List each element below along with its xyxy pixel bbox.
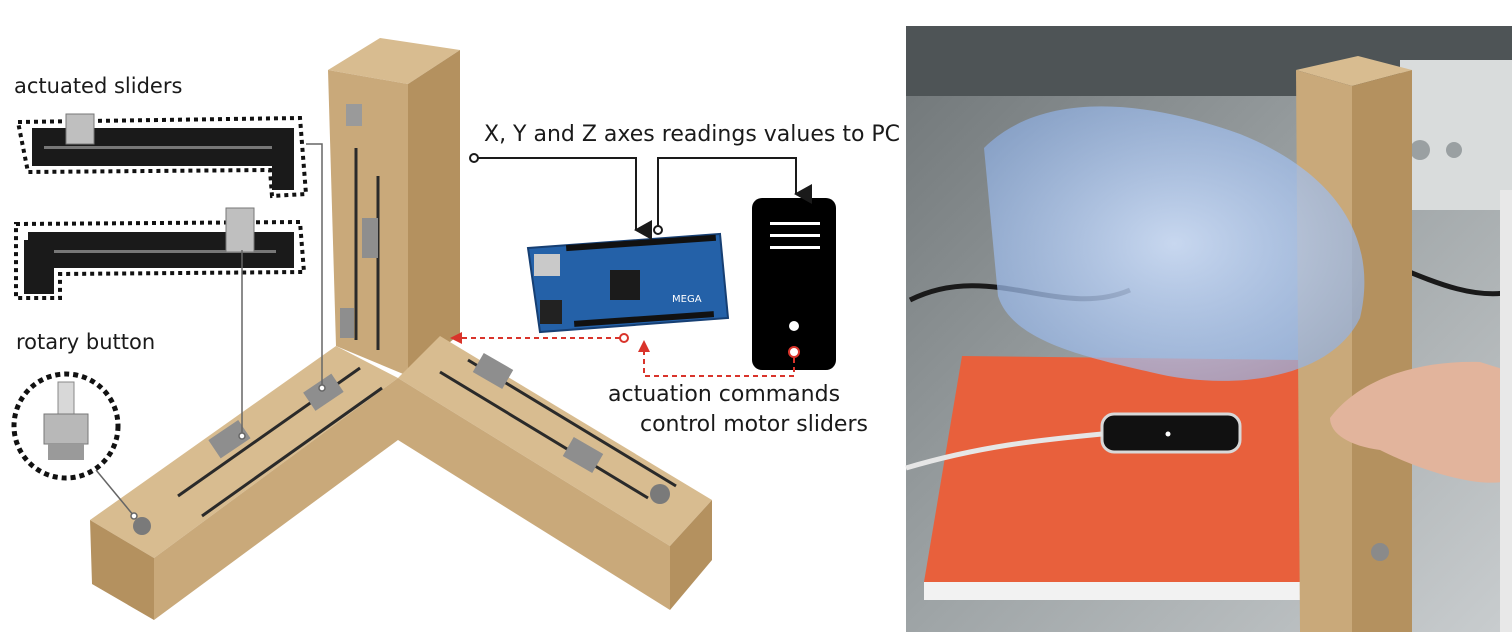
board-brand-text: MEGA — [672, 294, 702, 305]
control-motor-sliders-label: control motor sliders — [640, 412, 868, 437]
actuated-sliders-label: actuated sliders — [14, 74, 183, 98]
arduino-mega-board: MEGA — [526, 232, 730, 334]
axes-readings-label: X, Y and Z axes readings values to PC — [484, 122, 901, 147]
rotary-button-label: rotary button — [16, 330, 156, 354]
actuation-command-arrows — [450, 332, 795, 377]
wooden-device — [90, 38, 712, 620]
actuation-commands-label: actuation commands — [608, 382, 841, 407]
demo-photo — [905, 26, 1512, 632]
actuated-slider-1 — [15, 113, 309, 199]
actuated-slider-2 — [14, 207, 307, 300]
pc-tower-icon — [752, 198, 836, 370]
axes-readings-arrows — [469, 153, 812, 240]
rotary-button-zoom — [11, 371, 121, 481]
leader-lines — [95, 143, 326, 520]
